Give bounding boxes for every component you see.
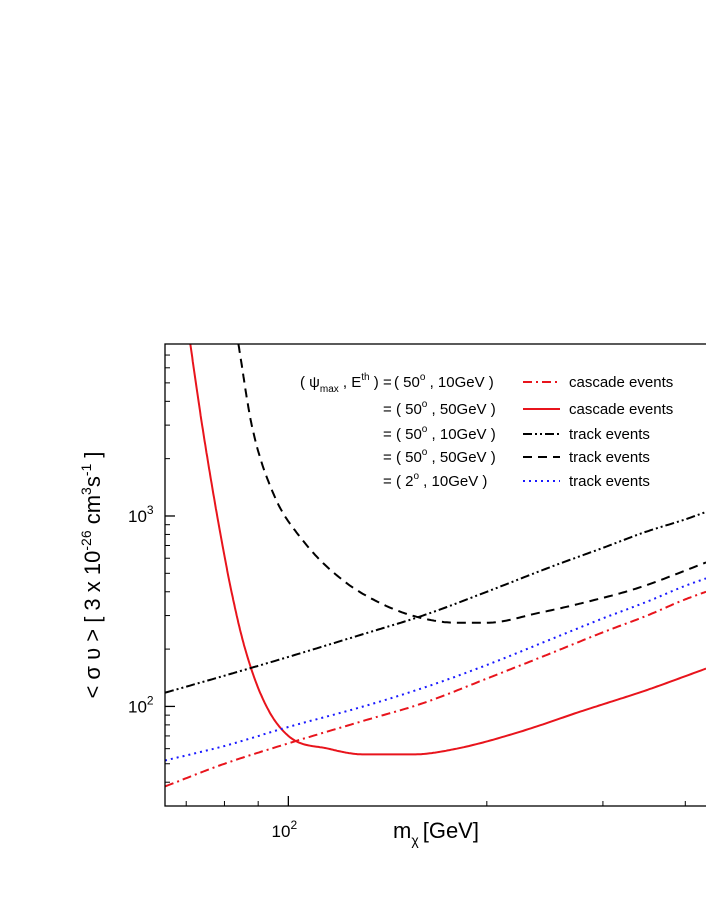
legend-params-1: ( 50o , 10GeV ) [394, 372, 494, 391]
y-tick-label: 102 [128, 693, 154, 716]
series-line-3 [165, 510, 706, 694]
series-line-5 [165, 577, 706, 762]
legend-params-2: = ( 50o , 50GeV ) [383, 399, 496, 418]
legend: ( ψmax , Eth ) =( 50o , 10GeV ) cascade e… [300, 372, 673, 490]
legend-label-5: track events [569, 473, 650, 490]
legend-params-3: = ( 50o , 10GeV ) [383, 424, 496, 443]
legend-params-5: = ( 2o , 10GeV ) [383, 471, 487, 490]
y-axis-label: < σ υ > [ 3 x 10-26 cm3s-1 ] [78, 451, 105, 698]
legend-label-1: cascade events [569, 374, 673, 391]
axis-ticks: 102 102 103 [128, 343, 686, 841]
series-line-4 [237, 344, 706, 624]
legend-label-2: cascade events [569, 401, 673, 418]
plot-frame [164, 343, 706, 807]
legend-params-4: = ( 50o , 50GeV ) [383, 447, 496, 466]
legend-label-4: track events [569, 449, 650, 466]
x-axis-label: mχ [GeV] [393, 818, 479, 848]
legend-header: ( ψmax , Eth ) = [300, 372, 392, 395]
y-tick-label: 103 [128, 503, 154, 526]
series-line-2 [189, 344, 706, 756]
series-layer [165, 344, 706, 788]
x-tick-label: 102 [272, 818, 298, 841]
series-line-1 [165, 590, 706, 788]
legend-label-3: track events [569, 426, 650, 443]
